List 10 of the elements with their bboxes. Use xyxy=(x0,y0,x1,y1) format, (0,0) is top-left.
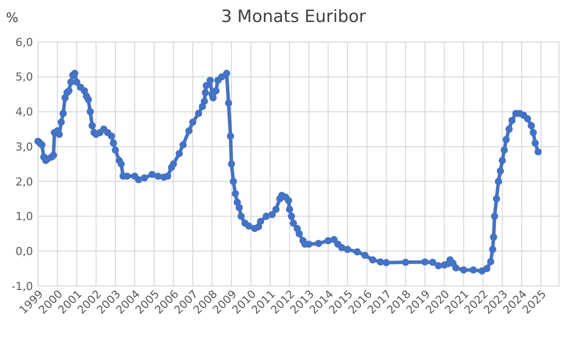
y-tick-label: 3,0 xyxy=(16,140,33,154)
y-axis-title: % xyxy=(6,11,18,26)
y-tick-label: 0,0 xyxy=(16,244,33,258)
chart-title: 3 Monats Euribor xyxy=(221,7,366,27)
y-tick-label: 1,0 xyxy=(16,210,33,224)
y-tick-label: 6,0 xyxy=(16,36,33,49)
y-tick-label: 2,0 xyxy=(16,175,33,188)
y-tick-label: 4,0 xyxy=(16,106,33,119)
y-tick-label: -1,0 xyxy=(12,280,33,293)
y-tick-label: 5,0 xyxy=(16,70,33,84)
